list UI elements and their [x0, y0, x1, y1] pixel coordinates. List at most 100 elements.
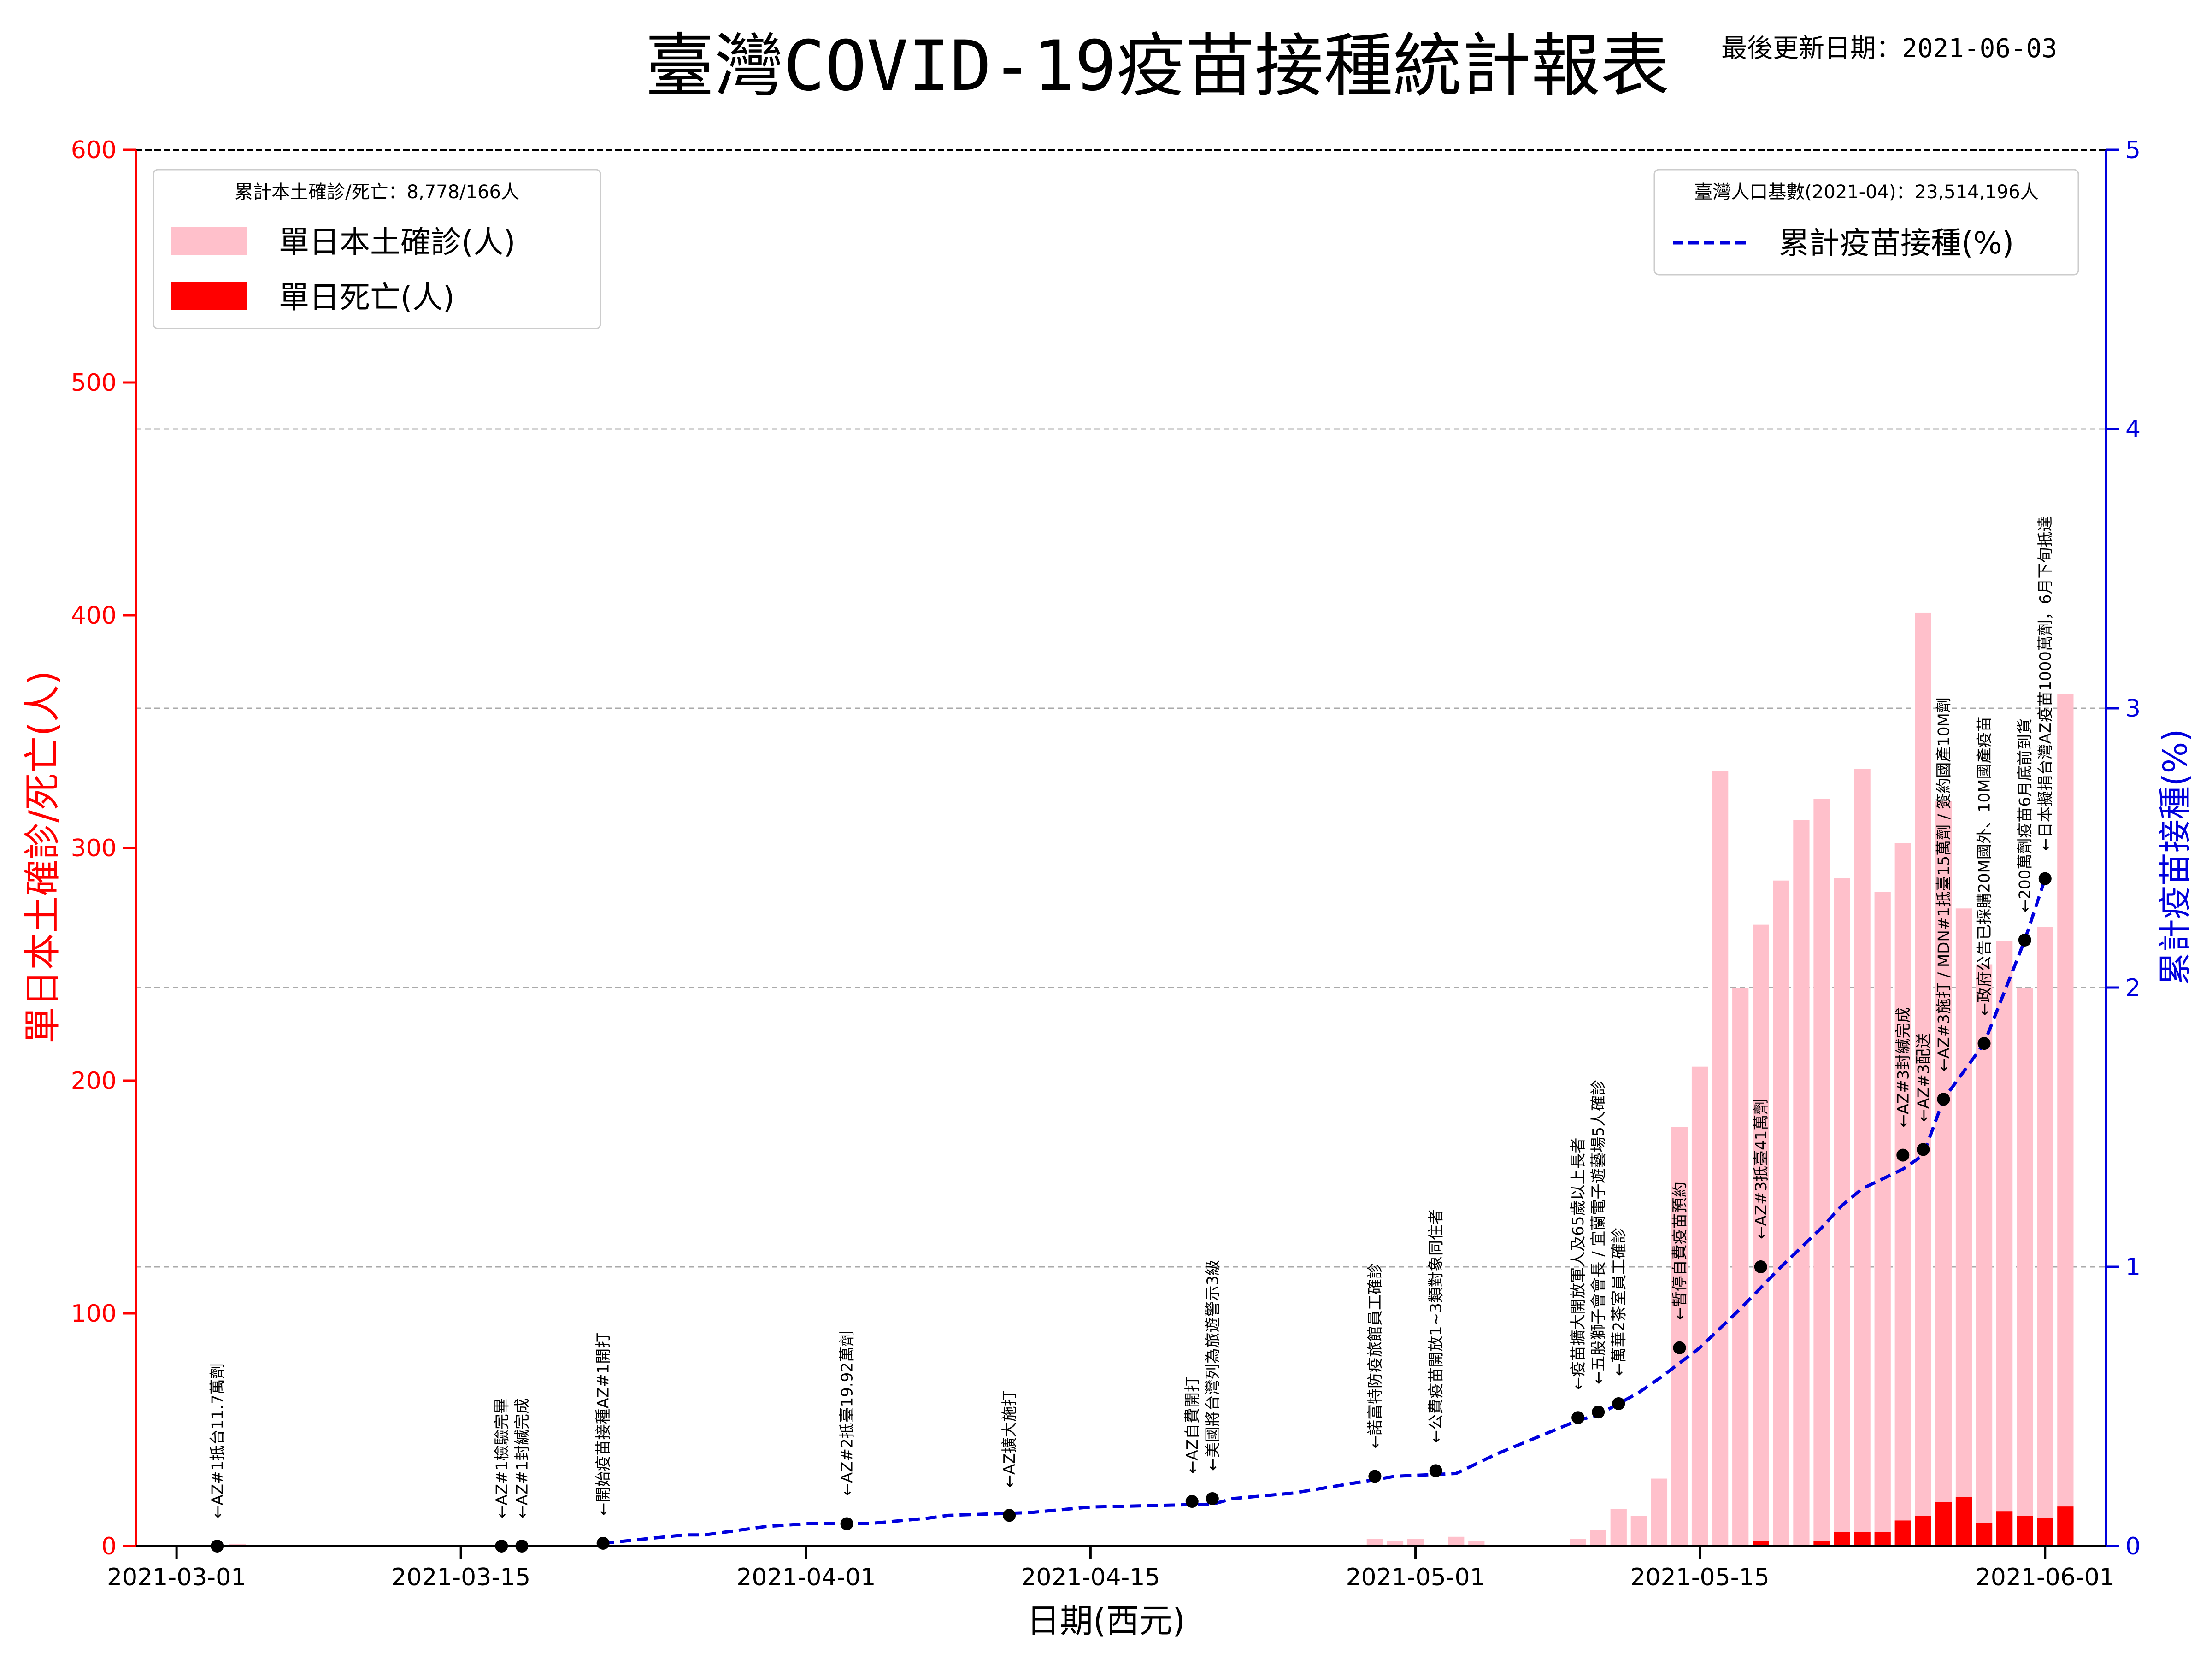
y-tick-label-right: 1: [2125, 1253, 2141, 1281]
legend-right-title: 臺灣人口基數(2021-04)：23,514,196人: [1694, 182, 2038, 203]
case-bar: [1590, 1530, 1606, 1546]
case-bar: [1732, 988, 1749, 1546]
case-bar: [229, 1543, 246, 1546]
bar-layer: [229, 612, 2074, 1546]
event-marker: [1592, 1406, 1605, 1419]
case-bar: [1935, 801, 1952, 1546]
death-bar: [2037, 1518, 2053, 1546]
legend-right: 臺灣人口基數(2021-04)：23,514,196人 累計疫苗接種(%): [1653, 169, 2079, 276]
y-axis-label-left: 單日本土確診/死亡(人): [21, 671, 64, 1043]
event-marker: [1368, 1470, 1382, 1483]
death-bar: [2017, 1516, 2033, 1546]
case-bar: [1976, 964, 1993, 1546]
event-annotations: ←AZ#1抵台11.7萬劑 ←AZ#1檢驗完畢 ←AZ#1封緘完成 ←開始疫苗接種AZ…: [208, 516, 2055, 1553]
event-marker: [596, 1536, 610, 1550]
x-tick-label: 2021-05-15: [1630, 1564, 1769, 1591]
case-bar: [1610, 1509, 1627, 1546]
death-bar: [1894, 1520, 1911, 1546]
x-tick-label: 2021-04-01: [736, 1564, 876, 1591]
case-bar: [1793, 820, 1810, 1546]
legend-swatch-cases: [171, 227, 247, 255]
event-marker: [1571, 1411, 1585, 1424]
event-label: ←200萬劑疫苗6月底前到貨: [2016, 718, 2035, 912]
y-tick-label-left: 500: [71, 369, 117, 397]
case-bar: [1894, 843, 1911, 1546]
death-bar: [1753, 1541, 1769, 1546]
event-marker: [1937, 1093, 1950, 1106]
update-date: 最後更新日期：2021-06-03: [1721, 34, 2058, 64]
event-marker: [1977, 1037, 1991, 1050]
page-title: 臺灣COVID-19疫苗接種統計報表: [645, 26, 1670, 106]
event-label: ←諾富特防疫旅館員工確診: [1366, 1263, 1384, 1449]
death-bar: [1976, 1523, 1993, 1546]
event-label: ←AZ#3施打 / MDN#1抵臺15萬劑 / 簽約國產10M劑: [1935, 697, 1953, 1071]
case-bar: [1753, 924, 1769, 1546]
event-label: ←AZ擴大施打: [1000, 1390, 1019, 1488]
case-bar: [1915, 612, 1931, 1546]
y-tick-label-left: 0: [101, 1533, 117, 1560]
case-bar: [2057, 694, 2074, 1546]
x-tick-label: 2021-05-01: [1346, 1564, 1485, 1591]
case-bar: [2037, 927, 2053, 1546]
event-marker: [1754, 1260, 1767, 1273]
event-label: ←美國將台灣列為旅遊警示3級: [1204, 1260, 1222, 1471]
case-bar: [1651, 1478, 1668, 1546]
event-marker: [1429, 1464, 1442, 1477]
event-marker: [1185, 1495, 1199, 1508]
x-tick-label: 2021-03-15: [391, 1564, 530, 1591]
y-tick-label-right: 0: [2125, 1533, 2141, 1560]
y-tick-label-right: 4: [2125, 416, 2141, 443]
event-label: ←AZ#1封緘完成: [513, 1398, 531, 1518]
case-bar: [1448, 1536, 1465, 1546]
case-bar: [2017, 988, 2033, 1546]
y-tick-label-left: 200: [71, 1067, 117, 1095]
y-tick-label-left: 400: [71, 602, 117, 629]
axes: 0 100 200 300 400 500 600 0 1 2 3 4 5 2021-03-01 2021-…: [71, 136, 2141, 1591]
case-bar: [1671, 1127, 1688, 1546]
event-marker: [2038, 872, 2052, 885]
event-label: ←日本擬捐台灣AZ疫苗1000萬劑，6月下旬抵達: [2036, 516, 2055, 851]
event-label: ←公費疫苗開放1~3類對象同住者: [1427, 1209, 1446, 1443]
case-bar: [1570, 1539, 1586, 1546]
case-bar: [1773, 880, 1789, 1546]
death-bar: [1874, 1532, 1891, 1546]
x-axis-label: 日期(西元): [1027, 1601, 1185, 1640]
event-label: ←AZ#1檢驗完畢: [493, 1398, 511, 1518]
legend-label-deaths: 單日死亡(人): [279, 280, 455, 315]
event-label: ←萬華2茶室員工確診: [1610, 1228, 1628, 1376]
event-label: ←AZ#3封緘完成: [1894, 1007, 1912, 1127]
y-tick-label-left: 100: [71, 1300, 117, 1328]
death-bar: [1834, 1532, 1850, 1546]
y-tick-label-right: 2: [2125, 974, 2141, 1002]
case-bar: [1387, 1541, 1404, 1546]
case-bar: [1813, 799, 1830, 1546]
event-label: ←AZ#2抵臺19.92萬劑: [838, 1331, 857, 1496]
event-label: ←暫停自費疫苗預約: [1671, 1182, 1689, 1320]
x-tick-label: 2021-06-01: [1976, 1564, 2115, 1591]
event-label: ←AZ#3配送: [1914, 1033, 1933, 1122]
event-marker: [1206, 1492, 1219, 1505]
legend-left-title: 累計本土確診/死亡：8,778/166人: [235, 182, 519, 203]
vaccine-line-layer: [603, 878, 2047, 1545]
y-tick-label-right: 5: [2125, 136, 2141, 164]
death-bar: [2057, 1506, 2074, 1546]
case-bar: [1712, 771, 1729, 1546]
death-bar: [1854, 1532, 1871, 1546]
death-bar: [1915, 1516, 1931, 1546]
legend-label-vaccine: 累計疫苗接種(%): [1779, 225, 2014, 261]
death-bar: [1813, 1541, 1830, 1546]
case-bar: [1630, 1516, 1647, 1546]
death-bar: [1955, 1497, 1972, 1546]
event-marker: [1917, 1143, 1930, 1156]
event-marker: [840, 1517, 853, 1530]
y-tick-label-left: 300: [71, 835, 117, 862]
y-tick-label-right: 3: [2125, 695, 2141, 723]
case-bar: [1407, 1539, 1424, 1546]
event-label: ←AZ#3抵臺41萬劑: [1752, 1099, 1771, 1239]
event-label: ←政府公告已採購20M國外、10M國產疫苗: [1976, 717, 1994, 1016]
event-marker: [1673, 1341, 1686, 1354]
event-label: ←AZ自費開打: [1183, 1377, 1202, 1474]
event-marker: [1003, 1509, 1016, 1522]
death-bar: [1996, 1511, 2013, 1546]
